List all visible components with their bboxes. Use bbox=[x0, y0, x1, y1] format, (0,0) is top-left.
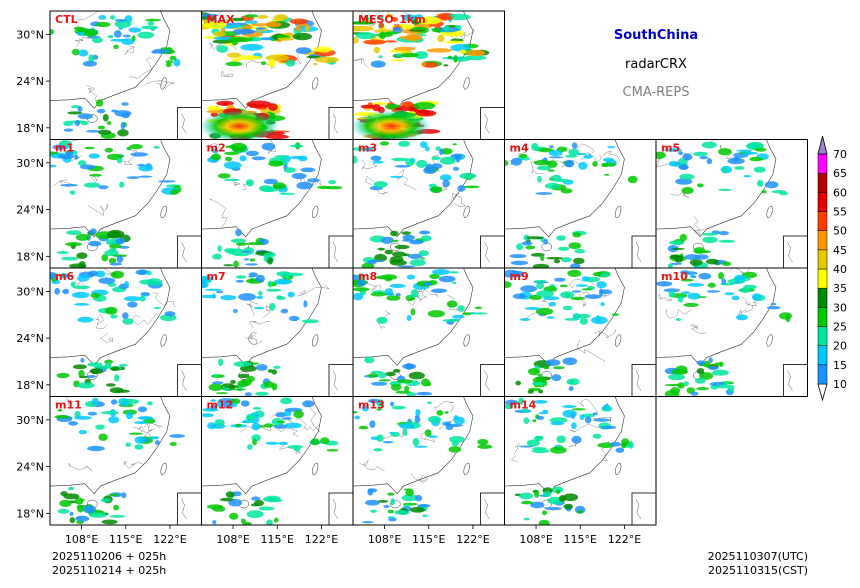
colorbar-segment bbox=[817, 364, 828, 385]
colorbar-under bbox=[817, 383, 828, 402]
valid-utc-label: 2025110307(UTC) bbox=[708, 550, 808, 563]
panel-title: m7 bbox=[207, 270, 226, 283]
colorbar-tick-label: 25 bbox=[833, 321, 847, 334]
panel-m14: m14 bbox=[504, 396, 657, 526]
panel-title: MESO_1km bbox=[358, 13, 426, 26]
colorbar-segment bbox=[817, 307, 828, 327]
lon-tick-label: 122°E bbox=[305, 533, 338, 546]
colorbar: 10 15 20 25 30 35 40 45 50 55 60 65 70 bbox=[817, 135, 847, 402]
lat-tick-label: 18°N bbox=[16, 250, 44, 263]
lat-tick-label: 30°N bbox=[16, 285, 44, 298]
lat-tick-label: 18°N bbox=[16, 122, 44, 135]
lat-tick-label: 30°N bbox=[16, 28, 44, 41]
panel-m8: m8 bbox=[352, 267, 505, 397]
panel-m7: m7 bbox=[201, 267, 354, 397]
colorbar-tick-label: 15 bbox=[833, 359, 847, 372]
lon-tick-label: 122°E bbox=[608, 533, 641, 546]
panel-title: m11 bbox=[55, 399, 82, 412]
panel-title: m4 bbox=[510, 142, 529, 155]
panel-meso-1km: MESO_1km bbox=[352, 10, 505, 140]
panel-max: MAX bbox=[201, 10, 354, 140]
lat-tick-label: 18°N bbox=[16, 507, 44, 520]
colorbar-segment bbox=[817, 192, 828, 212]
lat-tick-label: 24°N bbox=[16, 75, 44, 88]
lat-tick-label: 30°N bbox=[16, 157, 44, 170]
lon-tick-label: 115°E bbox=[109, 533, 142, 546]
lon-tick-label: 108°E bbox=[216, 533, 249, 546]
colorbar-segment bbox=[817, 172, 828, 193]
panel-m5: m5 bbox=[655, 139, 808, 269]
axes-labels: 30°N 24°N 18°N 30°N 24°N 18°N 30°N 24°N 18°N 30°N… bbox=[16, 28, 641, 546]
lon-tick-label: 115°E bbox=[412, 533, 445, 546]
panel-grid: CTL MAX MESO_1km m1 m2 m3 m4 m5 m6 m7 m8 m9 m10 m11 m1… bbox=[49, 10, 808, 526]
lon-tick-label: 108°E bbox=[519, 533, 552, 546]
lon-tick-label: 108°E bbox=[368, 533, 401, 546]
panel-m6: m6 bbox=[49, 267, 202, 397]
panel-m10: m10 bbox=[655, 267, 808, 397]
init-utc-label: 2025110206 + 025h bbox=[52, 550, 166, 563]
valid-cst-label: 2025110315(CST) bbox=[708, 564, 808, 577]
init-cst-label: 2025110214 + 025h bbox=[52, 564, 166, 577]
colorbar-segment bbox=[817, 153, 828, 174]
panel-m3: m3 bbox=[352, 139, 505, 269]
lat-tick-label: 24°N bbox=[16, 461, 44, 474]
panel-title: CTL bbox=[55, 13, 78, 26]
colorbar-tick-label: 70 bbox=[833, 148, 847, 161]
colorbar-segment bbox=[817, 287, 828, 308]
colorbar-tick-label: 40 bbox=[833, 263, 847, 276]
panel-title: m3 bbox=[358, 142, 377, 155]
lat-tick-label: 30°N bbox=[16, 414, 44, 427]
lon-tick-label: 115°E bbox=[261, 533, 294, 546]
colorbar-over bbox=[817, 135, 828, 155]
colorbar-segment bbox=[817, 345, 828, 366]
panel-title: m6 bbox=[55, 270, 74, 283]
panel-title: m10 bbox=[661, 270, 688, 283]
system-title: CMA-REPS bbox=[623, 85, 690, 100]
colorbar-tick-label: 60 bbox=[833, 186, 847, 199]
panel-title: m13 bbox=[358, 399, 385, 412]
panel-m13: m13 bbox=[352, 396, 505, 526]
panel-m11: m11 bbox=[49, 396, 202, 526]
colorbar-tick-label: 45 bbox=[833, 244, 847, 257]
colorbar-tick-label: 30 bbox=[833, 301, 847, 314]
lon-tick-label: 115°E bbox=[564, 533, 597, 546]
colorbar-segment bbox=[817, 268, 828, 289]
colorbar-segment bbox=[817, 230, 828, 251]
lon-tick-label: 108°E bbox=[65, 533, 98, 546]
panel-title: m8 bbox=[358, 270, 377, 283]
panel-m1: m1 bbox=[49, 139, 202, 269]
colorbar-tick-label: 50 bbox=[833, 225, 847, 238]
colorbar-tick-label: 20 bbox=[833, 340, 847, 353]
lat-tick-label: 24°N bbox=[16, 204, 44, 217]
region-title: SouthChina bbox=[614, 28, 698, 43]
colorbar-tick-label: 10 bbox=[833, 378, 847, 391]
variable-title: radarCRX bbox=[625, 57, 687, 72]
panel-title: m5 bbox=[661, 142, 680, 155]
panel-title: MAX bbox=[207, 13, 235, 26]
panel-title: m1 bbox=[55, 142, 74, 155]
panel-title: m14 bbox=[510, 399, 537, 412]
panel-m9: m9 bbox=[504, 267, 657, 397]
colorbar-tick-label: 35 bbox=[833, 282, 847, 295]
lon-tick-label: 122°E bbox=[153, 533, 186, 546]
panel-m12: m12 bbox=[201, 396, 354, 526]
colorbar-segment bbox=[817, 211, 828, 231]
panel-ctl: CTL bbox=[49, 10, 202, 140]
colorbar-segment bbox=[817, 326, 828, 346]
lat-tick-label: 18°N bbox=[16, 379, 44, 392]
panel-m4: m4 bbox=[504, 139, 657, 269]
panel-title: m12 bbox=[207, 399, 234, 412]
lon-tick-label: 122°E bbox=[456, 533, 489, 546]
lat-tick-label: 24°N bbox=[16, 332, 44, 345]
colorbar-segment bbox=[817, 249, 828, 270]
panel-title: m2 bbox=[207, 142, 226, 155]
colorbar-tick-label: 65 bbox=[833, 167, 847, 180]
panel-title: m9 bbox=[510, 270, 529, 283]
colorbar-tick-label: 55 bbox=[833, 206, 847, 219]
panel-m2: m2 bbox=[201, 139, 354, 269]
